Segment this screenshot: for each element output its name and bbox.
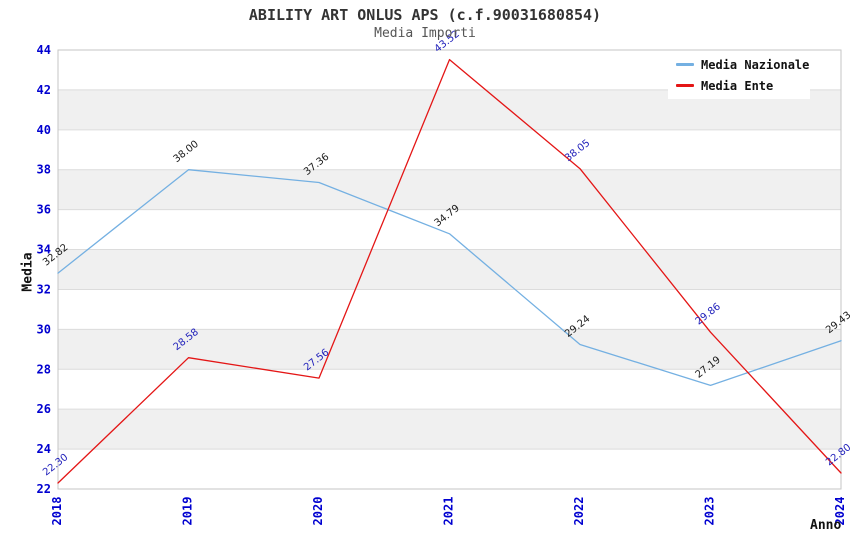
plot-band (58, 409, 841, 450)
legend-label-media-ente: Media Ente (701, 78, 774, 93)
y-tick-label: 22 (37, 482, 51, 496)
value-label: 38.00 (172, 139, 201, 165)
x-tick-label: 2018 (50, 497, 64, 526)
legend-item-media-ente: Media Ente (676, 79, 810, 93)
y-tick-label: 34 (37, 243, 51, 257)
y-tick-label: 38 (37, 163, 51, 177)
x-tick-label: 2021 (442, 497, 456, 526)
legend: Media Nazionale Media Ente (668, 51, 810, 99)
x-tick-label: 2023 (703, 497, 717, 526)
plot-band (58, 249, 841, 290)
plot-border (57, 49, 842, 490)
y-tick-label: 32 (37, 282, 51, 296)
y-tick-label: 44 (37, 43, 51, 57)
x-axis-label: Anno (810, 518, 842, 533)
y-tick-label: 30 (37, 322, 51, 336)
y-tick-label: 24 (37, 442, 51, 456)
value-label: 38.05 (563, 138, 592, 164)
legend-item-media-nazionale: Media Nazionale (676, 58, 810, 72)
plot-band (58, 169, 841, 210)
value-label: 29.86 (694, 301, 723, 327)
y-tick-label: 28 (37, 362, 51, 376)
chart-title: ABILITY ART ONLUS APS (c.f.90031680854) (248, 6, 602, 24)
legend-swatch-media-nazionale (676, 63, 694, 66)
y-tick-label: 42 (37, 83, 51, 97)
y-axis-label: Media (20, 252, 36, 292)
y-tick-label: 36 (37, 203, 51, 217)
x-tick-label: 2022 (572, 497, 586, 526)
series-line-media-nazionale (57, 169, 842, 387)
y-tick-label: 40 (37, 123, 51, 137)
y-tick-label: 26 (37, 402, 51, 416)
plot-band (58, 329, 841, 370)
series-line-media-ente (57, 58, 842, 484)
chart-subtitle: Media Importi (374, 26, 476, 41)
x-tick-label: 2019 (181, 497, 195, 526)
x-tick-label: 2020 (311, 497, 325, 526)
legend-label-media-nazionale: Media Nazionale (701, 57, 810, 72)
legend-swatch-media-ente (676, 84, 694, 87)
x-tick-label: 2024 (833, 497, 847, 526)
